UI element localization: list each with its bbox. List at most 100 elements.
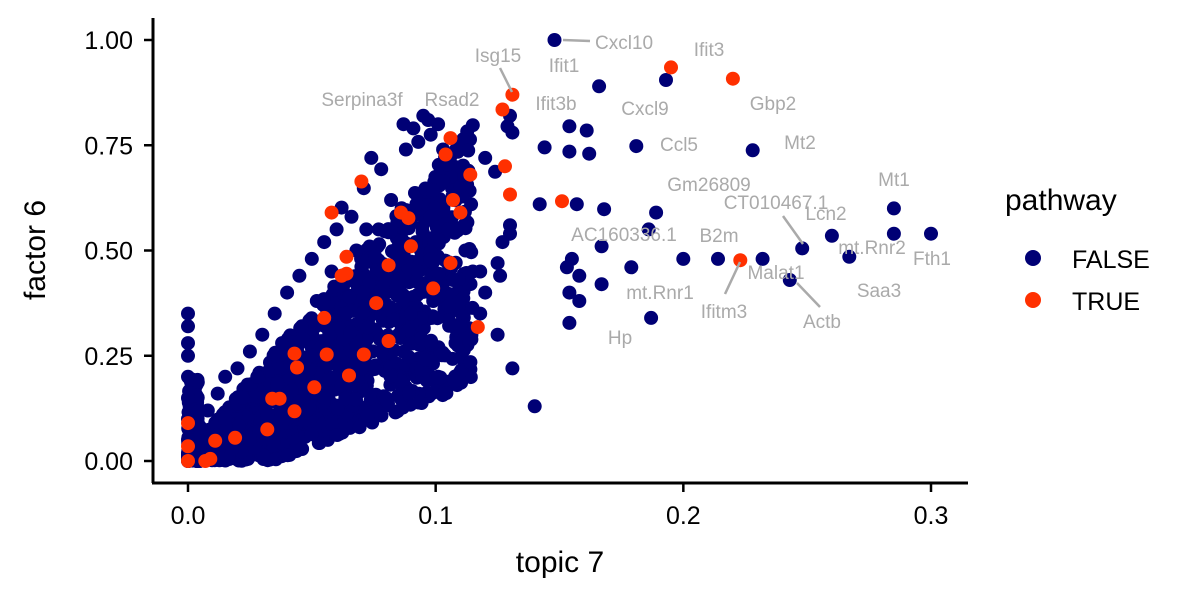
gene-label: Malat1 [747,263,804,284]
point-true [495,102,510,117]
point-false [644,310,659,325]
point-false [411,134,426,149]
point-false [441,299,456,314]
point-false [354,361,369,376]
point-false [181,319,195,334]
point-false [431,266,446,281]
point-false [795,241,810,256]
point-false [374,162,389,177]
point-false [824,228,839,243]
gene-label: Cxcl10 [595,33,653,54]
point-false [473,306,488,321]
point-false [582,146,597,161]
point-false [537,140,552,155]
point-false [348,392,363,407]
point-false [453,319,468,334]
point-false [331,344,346,359]
point-false [676,251,691,266]
point-false [505,125,520,140]
x-tick-label: 0.3 [914,502,949,530]
gene-label: CT010467.1 [724,193,829,214]
point-false [572,294,587,308]
point-false [594,277,609,292]
point-true [287,346,302,361]
point-false [317,235,332,250]
point-true [443,256,458,271]
point-false [383,224,398,239]
gene-label: Fth1 [913,249,951,270]
point-false [339,306,354,321]
point-false [448,336,463,351]
y-axis: 0.00 0.25 0.50 0.75 1.00 [84,18,155,483]
point-true [354,174,369,189]
point-false [359,222,374,237]
point-false [329,222,344,237]
point-false [327,279,342,294]
x-tick-label: 0.1 [418,502,453,530]
point-true [307,380,322,395]
point-false [503,218,517,233]
legend-key-false [1025,250,1041,266]
point-false [383,369,398,384]
point-true [381,334,396,348]
point-false [711,251,725,266]
point-true [555,194,569,209]
point-false [344,209,359,224]
point-false [304,251,319,266]
point-true [443,131,458,146]
gene-label: mt.Rnr1 [626,283,694,304]
gene-label: Lcn2 [805,204,846,225]
point-true [181,454,195,468]
point-false [356,285,371,300]
gene-label-leader [723,261,742,295]
gene-label: Mt1 [878,170,910,191]
gene-label: Saa3 [857,281,901,302]
point-false [371,222,386,237]
legend: pathway FALSE TRUE [1005,184,1150,316]
point-false [559,260,574,275]
gene-label: Ccl5 [660,135,698,156]
point-false [424,333,438,348]
point-false [355,305,370,320]
point-true [334,268,349,283]
gene-label: Serpina3f [321,90,403,111]
point-false [426,183,440,198]
point-false [181,369,195,384]
legend-key-true [1025,292,1041,308]
point-false [309,294,324,308]
point-false [367,362,382,377]
x-axis-title: topic 7 [516,546,604,579]
point-false [436,174,451,188]
point-false [270,376,285,391]
x-axis-ticks: 0.0 0.1 0.2 0.3 [171,483,949,530]
gene-label: Ifit3 [694,40,725,61]
point-false [294,319,309,334]
point-false [360,408,375,423]
x-tick-label: 0.2 [666,502,701,530]
point-false [343,325,358,340]
point-false [225,441,240,456]
legend-item-false: FALSE [1025,246,1150,274]
point-false [413,252,428,267]
point-false [275,336,290,351]
point-false [478,285,493,300]
point-false [447,374,462,388]
point-false [411,264,426,279]
point-true [401,211,416,226]
point-false [361,320,375,335]
point-false [218,411,233,426]
point-false [431,157,446,172]
point-false [386,312,400,327]
y-tick-label: 0.00 [84,448,133,476]
point-true [260,422,275,437]
point-false [450,144,465,159]
point-false [181,348,195,363]
point-true [503,187,517,202]
point-false [495,235,510,250]
point-false [745,143,760,158]
point-false [562,144,577,159]
gene-label: mt.Rnr2 [838,238,906,259]
point-false [330,401,345,416]
point-false [374,344,389,359]
point-false [527,399,542,414]
